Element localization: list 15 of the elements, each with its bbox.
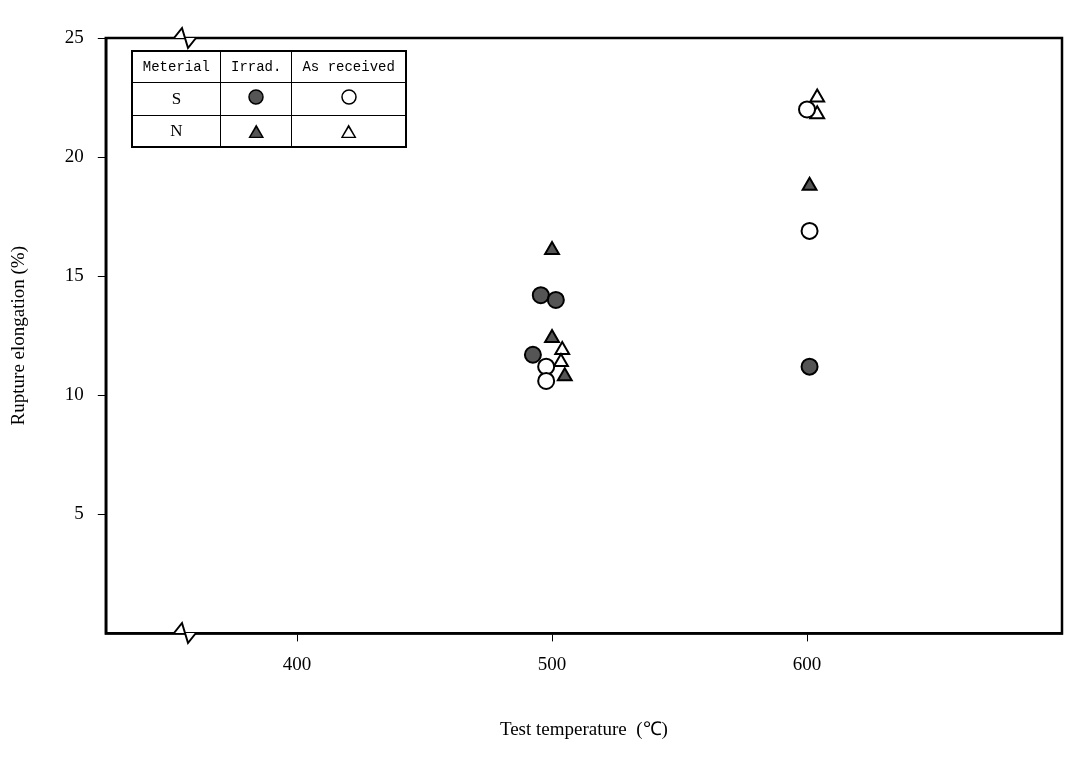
y-tick-label: 5 <box>74 502 84 524</box>
y-tick-label: 25 <box>64 25 84 47</box>
y-tick-label: 20 <box>64 145 84 167</box>
y-tick-label: 10 <box>64 383 84 405</box>
annotation: Irrad. <box>220 51 292 83</box>
annotation: As received <box>291 51 406 83</box>
annotation: N <box>131 115 221 147</box>
x-tick-label: 500 <box>537 652 567 674</box>
x-axis-title: Test temperature (℃) <box>499 717 668 740</box>
y-axis-title: Rupture elongation (%) <box>7 246 30 426</box>
y-tick-label: 15 <box>64 264 84 286</box>
x-tick-label: 600 <box>792 652 822 674</box>
annotation: S <box>131 82 221 116</box>
legend-title: Meterial <box>131 51 221 83</box>
x-tick-label: 400 <box>282 652 312 674</box>
